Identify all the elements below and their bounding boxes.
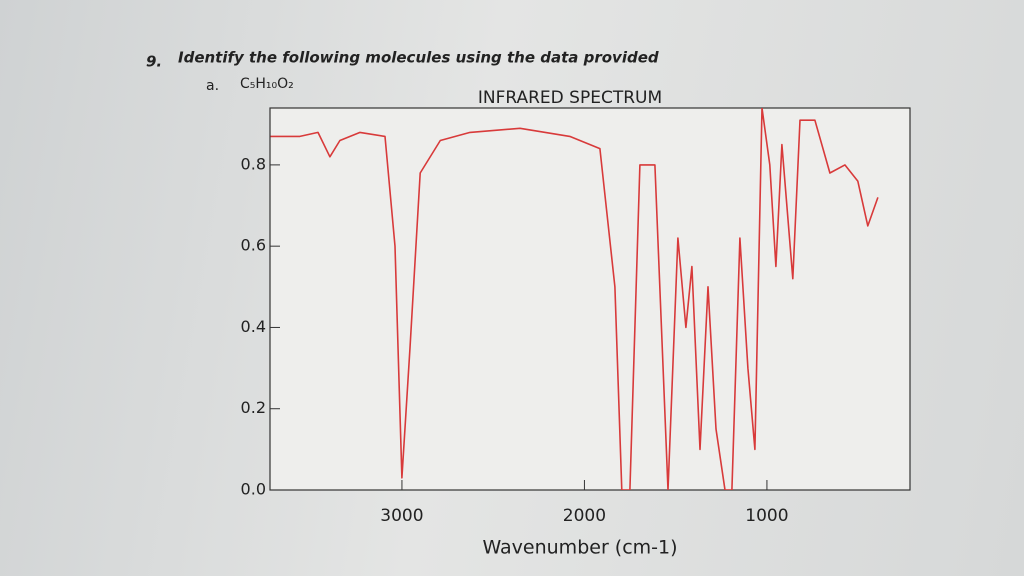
question-number: 9.	[146, 53, 162, 71]
chart-title: INFRARED SPECTRUM	[478, 88, 662, 108]
x-tick-label: 2000	[563, 506, 606, 526]
part-label: a.	[206, 78, 219, 94]
y-tick-label: 0.0	[241, 480, 266, 499]
y-tick-label: 0.8	[241, 154, 266, 173]
plot-frame	[269, 107, 911, 491]
y-tick-label: 0.2	[241, 398, 266, 417]
y-tick-label: 0.6	[241, 236, 266, 255]
x-tick-label: 1000	[745, 506, 788, 526]
x-tick-label: 3000	[380, 506, 423, 526]
y-tick-label: 0.4	[241, 317, 266, 336]
question-text: Identify the following molecules using t…	[178, 49, 659, 67]
spectrum-line	[270, 108, 879, 490]
x-axis-label: Wavenumber (cm-1)	[482, 537, 677, 559]
formula: C₅H₁₀O₂	[240, 76, 294, 92]
